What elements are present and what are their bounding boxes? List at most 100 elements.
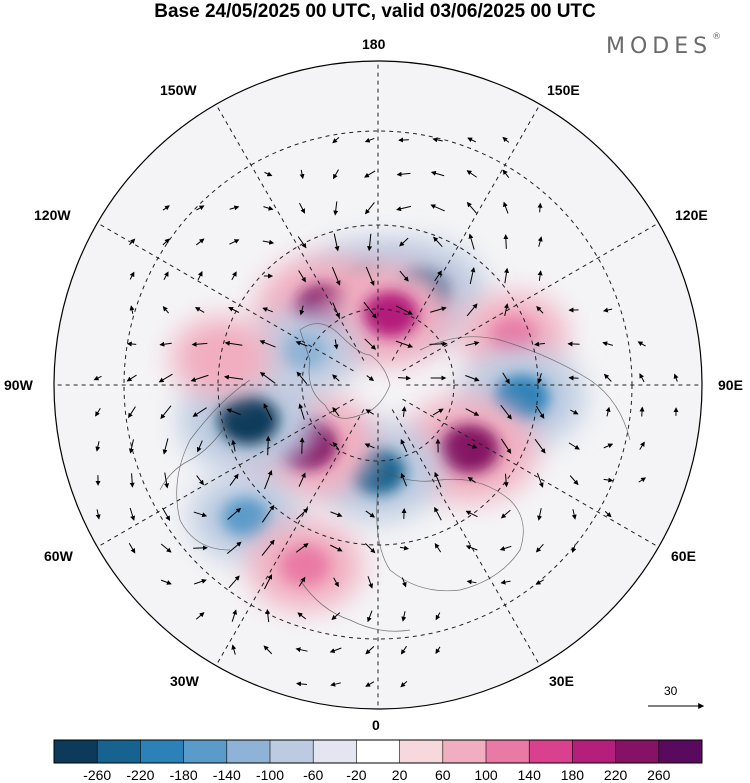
colorbar-swatch <box>54 740 98 763</box>
colorbar-swatch <box>658 740 703 763</box>
wind-vector <box>434 270 442 282</box>
wind-vector <box>158 373 173 383</box>
wind-vector <box>429 341 448 347</box>
wind-vector <box>265 435 271 456</box>
wind-vector <box>297 612 307 620</box>
wind-vector <box>129 507 136 521</box>
wind-vector <box>395 340 414 348</box>
wind-vector <box>224 340 243 346</box>
wind-vector <box>295 647 308 653</box>
wind-vector <box>263 205 274 211</box>
wind-vector <box>295 340 308 347</box>
wind-vector <box>263 645 273 655</box>
wind-vector <box>259 340 276 348</box>
wind-vector <box>162 507 171 521</box>
wind-vector <box>264 470 273 490</box>
wind-vector <box>196 475 204 486</box>
wind-vector <box>467 443 478 449</box>
wind-vector <box>229 473 239 486</box>
wind-vector <box>365 266 375 286</box>
anomaly-pink-east-asia <box>490 317 537 355</box>
wind-vector <box>197 271 203 281</box>
anomaly-blue-labrador <box>217 394 279 445</box>
colorbar-swatch <box>615 740 660 763</box>
wind-vector <box>223 374 244 380</box>
wind-vector <box>160 543 172 553</box>
wind-vector <box>129 238 136 246</box>
meridian-line <box>391 78 556 361</box>
wind-vector <box>93 375 102 381</box>
wind-vector <box>229 205 240 211</box>
wind-vector <box>401 577 407 588</box>
wind-vector <box>262 307 273 313</box>
wind-vector <box>398 137 409 143</box>
wind-vector <box>298 576 306 587</box>
colorbar-tick-label: -140 <box>213 767 241 783</box>
meridian-line <box>71 398 354 563</box>
lon-label-0: 0 <box>372 717 380 733</box>
wind-vector <box>231 271 237 281</box>
wind-vector <box>192 407 207 417</box>
meridians <box>54 61 702 709</box>
wind-vector <box>95 509 101 520</box>
wind-vector <box>263 574 273 590</box>
wind-vector <box>602 307 613 313</box>
wind-vector <box>333 233 340 252</box>
wind-vector <box>163 271 169 281</box>
wind-vector <box>465 545 478 551</box>
wind-vector <box>191 341 208 347</box>
wind-vector <box>195 238 205 246</box>
colorbar-tick-label: -260 <box>83 767 111 783</box>
anomaly-pink-siberia <box>362 291 419 338</box>
wind-vector <box>162 205 170 211</box>
wind-vector <box>401 611 407 622</box>
wind-vector <box>332 302 340 319</box>
colorbar-tick-label: -100 <box>256 767 284 783</box>
wind-vector <box>503 303 509 316</box>
wind-vector <box>503 234 509 249</box>
wind-vector <box>365 645 375 655</box>
wind-vector <box>639 373 645 383</box>
wind-vector <box>194 307 205 313</box>
wind-vector <box>465 375 480 382</box>
wind-vector <box>400 438 408 453</box>
wind-vector <box>193 578 207 585</box>
wind-vector <box>367 610 373 623</box>
wind-vector <box>159 341 172 347</box>
anomaly-blue-canada <box>282 332 328 370</box>
modes-logo: MODES® <box>606 32 722 59</box>
wind-vector <box>162 306 169 314</box>
wind-vector <box>537 236 543 247</box>
wind-vector <box>467 476 476 483</box>
wind-vector <box>537 373 543 384</box>
colorbar-swatch <box>183 740 228 763</box>
wind-vector <box>229 239 240 245</box>
wind-vector <box>502 169 510 178</box>
lon-label-60e: 60E <box>671 548 696 564</box>
colorbar-swatch <box>529 740 573 763</box>
wind-vector <box>571 509 577 520</box>
wind-vector <box>432 137 443 143</box>
wind-vector <box>435 612 441 621</box>
wind-vector <box>466 201 477 214</box>
wind-vector <box>432 408 444 416</box>
colorbar-tick-label: -180 <box>170 767 198 783</box>
wind-vector <box>95 407 101 417</box>
wind-vector <box>126 341 137 347</box>
wind-vector <box>265 608 271 623</box>
wind-vector <box>228 307 240 313</box>
wind-vector <box>196 440 203 453</box>
wind-vector <box>367 233 373 252</box>
wind-vector <box>126 374 137 382</box>
wind-vector <box>227 507 242 520</box>
wind-vector <box>330 544 343 552</box>
wind-vector <box>399 237 409 247</box>
wind-vector <box>299 169 305 180</box>
wind-vector <box>673 373 679 382</box>
wind-vector <box>537 202 543 213</box>
wind-vector <box>467 137 477 143</box>
wind-vector <box>193 511 208 518</box>
wind-vector <box>330 681 341 687</box>
wind-vector <box>602 341 613 347</box>
reference-vector-label: 30 <box>664 684 678 698</box>
